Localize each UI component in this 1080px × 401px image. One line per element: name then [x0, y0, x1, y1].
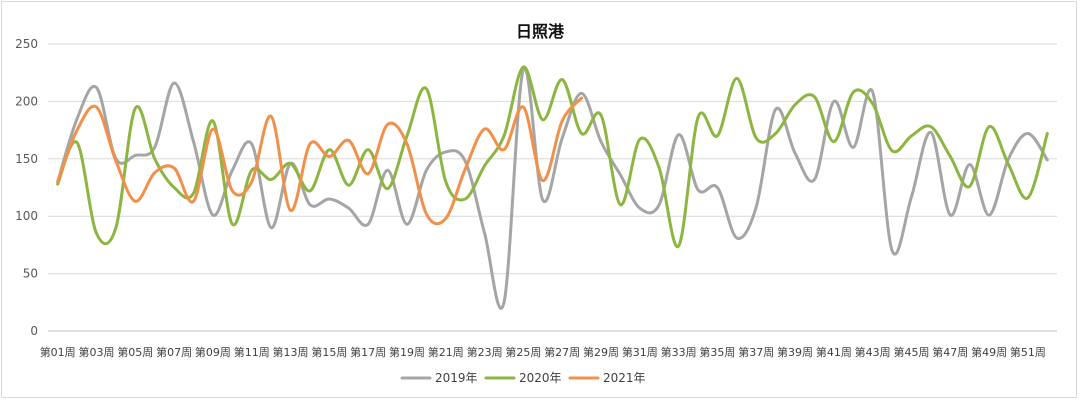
x-tick-label: 第13周 — [273, 345, 309, 359]
legend-label: 2019年 — [435, 371, 478, 385]
x-tick-label: 第03周 — [79, 345, 115, 359]
x-tick-label: 第09周 — [195, 345, 231, 359]
x-tick-label: 第39周 — [777, 345, 813, 359]
x-tick-label: 第41周 — [816, 345, 852, 359]
x-tick-label: 第27周 — [544, 345, 580, 359]
x-tick-label: 第19周 — [389, 345, 425, 359]
x-tick-label: 第35周 — [699, 345, 735, 359]
x-tick-label: 第11周 — [234, 345, 270, 359]
y-axis-labels: 0 50 100 150 200 250 — [15, 37, 38, 338]
x-axis-labels: 第01周 第03周 第05周 第07周 第09周 第11周 第13周 第15周 第17周 第19周… — [40, 345, 1046, 359]
series-line-3 — [56, 96, 584, 226]
x-tick-label: 第45周 — [893, 345, 929, 359]
x-tick-label: 第05周 — [117, 345, 153, 359]
x-tick-label: 第37周 — [738, 345, 774, 359]
gridlines — [48, 43, 1057, 332]
series-line-2 — [56, 65, 1049, 248]
y-tick-label: 50 — [23, 267, 38, 281]
x-tick-label: 第15周 — [311, 345, 347, 359]
x-tick-label: 第43周 — [855, 345, 891, 359]
y-tick-label: 0 — [30, 324, 38, 338]
legend-label: 2020年 — [519, 371, 562, 385]
legend-label: 2021年 — [603, 371, 646, 385]
x-tick-label: 第29周 — [583, 345, 619, 359]
x-tick-label: 第47周 — [932, 345, 968, 359]
y-tick-label: 100 — [15, 209, 38, 223]
x-tick-label: 第17周 — [350, 345, 386, 359]
chart-title: 日照港 — [515, 22, 564, 41]
x-tick-label: 第33周 — [661, 345, 697, 359]
x-tick-label: 第23周 — [467, 345, 503, 359]
x-tick-label: 第51周 — [1010, 345, 1046, 359]
legend: 2019年 2020年 2021年 — [400, 371, 646, 385]
series-lines — [56, 65, 1049, 310]
x-tick-label: 第21周 — [428, 345, 464, 359]
y-tick-label: 150 — [15, 152, 38, 166]
x-tick-label: 第07周 — [156, 345, 192, 359]
x-tick-label: 第49周 — [971, 345, 1007, 359]
x-tick-label: 第01周 — [40, 345, 76, 359]
x-tick-label: 第25周 — [505, 345, 541, 359]
y-tick-label: 250 — [15, 37, 38, 51]
series-line-1 — [56, 66, 1049, 310]
x-tick-label: 第31周 — [622, 345, 658, 359]
y-tick-label: 200 — [15, 94, 38, 108]
